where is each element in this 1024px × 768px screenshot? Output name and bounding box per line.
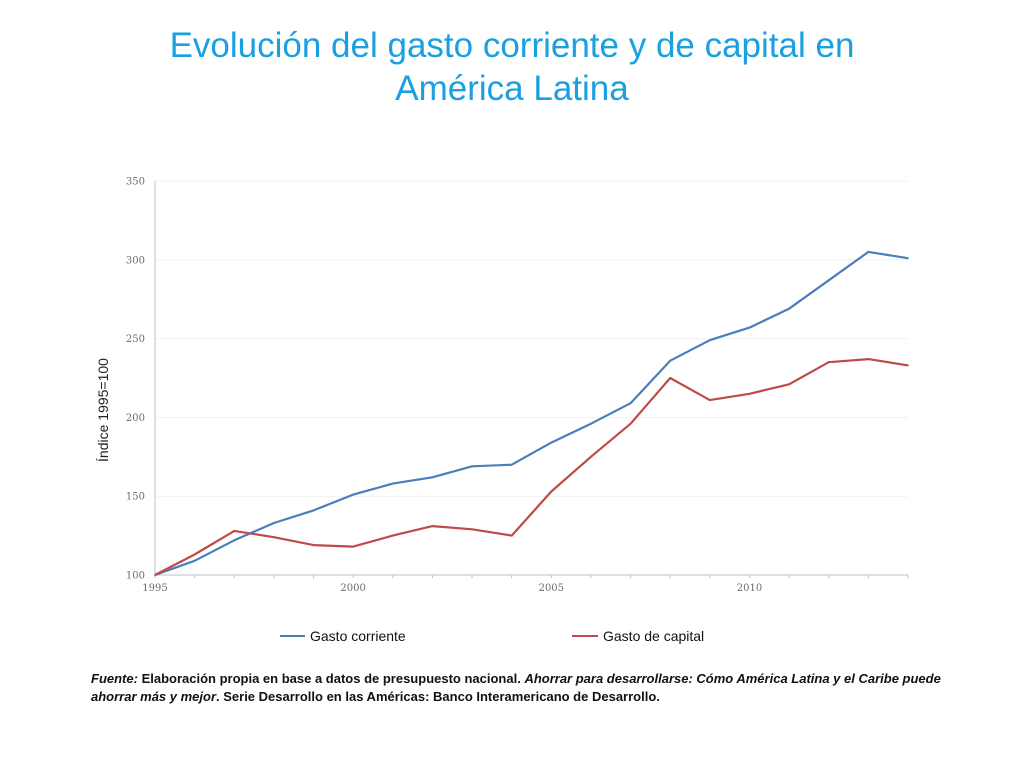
data-point-gasto-capital-2005: [550, 490, 553, 493]
data-point-gasto-capital-1996: [193, 553, 196, 556]
data-point-gasto-corriente-2006: [590, 422, 592, 425]
y-axis-ticks: 100 150 200 250 300 350: [126, 177, 145, 582]
data-point-gasto-corriente-2003: [471, 465, 473, 468]
data-point-gasto-corriente-2004: [510, 463, 513, 466]
data-point-gasto-capital-2014: [907, 364, 909, 367]
line-chart: 100 150 200 250 300 350 1995 2000 2005 2010 Índi…: [95, 177, 909, 644]
data-point-gasto-corriente-2002: [431, 476, 434, 479]
data-point-gasto-capital-2012: [827, 361, 830, 364]
data-point-gasto-corriente-2001: [391, 482, 394, 485]
y-tick-label-350: 350: [126, 177, 145, 188]
data-point-gasto-capital-2007: [629, 422, 632, 425]
source-label: Fuente:: [91, 671, 138, 686]
data-point-gasto-capital-2010: [748, 392, 751, 395]
data-point-gasto-corriente-2014: [907, 257, 909, 260]
data-point-gasto-capital-1997: [233, 530, 236, 532]
x-tick-label-2010: 2010: [737, 583, 762, 594]
slide-title: Evolución del gasto corriente y de capit…: [60, 24, 964, 110]
data-point-gasto-corriente-1997: [233, 539, 236, 542]
slide-title-line-1: Evolución del gasto corriente y de capit…: [169, 26, 855, 65]
source-text-1: Elaboración propia en base a datos de pr…: [137, 671, 525, 686]
series-line-gasto-corriente: [154, 250, 909, 577]
legend-label-gasto-corriente: Gasto corriente: [310, 628, 406, 644]
data-point-gasto-corriente-1996: [193, 560, 196, 562]
y-tick-label-200: 200: [126, 413, 145, 424]
chart-grid: [155, 180, 908, 497]
data-point-gasto-corriente-2005: [550, 441, 553, 444]
chart-series: [154, 250, 909, 577]
x-tick-label-1995: 1995: [142, 583, 167, 594]
data-point-gasto-capital-2004: [510, 534, 513, 537]
data-point-gasto-corriente-1998: [273, 522, 275, 524]
data-point-gasto-corriente-2008: [669, 359, 672, 362]
chart-legend: Gasto corriente Gasto de capital: [280, 628, 704, 644]
data-point-gasto-capital-2006: [590, 456, 592, 458]
slide-title-line-2: América Latina: [395, 69, 629, 108]
legend-label-gasto-capital: Gasto de capital: [603, 628, 704, 644]
data-point-gasto-corriente-1999: [312, 509, 315, 512]
data-point-gasto-capital-1998: [273, 536, 275, 538]
chart-axes: [154, 181, 908, 576]
y-axis-label: Índice 1995=100: [95, 358, 111, 462]
y-tick-label-250: 250: [126, 334, 145, 345]
data-point-gasto-capital-2001: [391, 534, 394, 537]
data-point-gasto-corriente-2000: [352, 493, 354, 496]
data-point-gasto-capital-1995: [154, 574, 156, 576]
data-point-gasto-capital-2002: [431, 525, 434, 527]
data-point-gasto-corriente-2012: [827, 279, 830, 282]
data-point-gasto-corriente-2011: [788, 307, 790, 310]
data-point-gasto-corriente-2010: [748, 326, 751, 329]
source-note: Fuente: Elaboración propia en base a dat…: [91, 670, 941, 706]
data-point-gasto-capital-2003: [471, 528, 473, 531]
source-italic-title: Ahorrar para desarrollarse: Cómo América…: [91, 671, 941, 704]
data-point-gasto-corriente-2009: [709, 339, 711, 341]
data-point-gasto-corriente-2007: [629, 402, 632, 405]
x-axis-ticks: 1995 2000 2005 2010: [142, 575, 909, 594]
data-point-gasto-capital-2011: [788, 383, 790, 386]
series-line-gasto-capital: [154, 358, 909, 576]
y-tick-label-300: 300: [126, 255, 145, 266]
data-point-gasto-capital-2000: [352, 545, 354, 548]
data-point-gasto-capital-2009: [709, 399, 711, 401]
data-point-gasto-capital-1999: [312, 544, 315, 546]
data-point-gasto-capital-2013: [867, 358, 870, 360]
y-tick-label-100: 100: [126, 571, 145, 582]
data-point-gasto-corriente-2013: [867, 251, 870, 253]
source-text-2: . Serie Desarrollo en las Américas: Banc…: [216, 689, 660, 704]
data-point-gasto-capital-2008: [669, 377, 672, 379]
x-tick-label-2000: 2000: [340, 583, 365, 594]
y-tick-label-150: 150: [126, 492, 145, 503]
x-tick-label-2005: 2005: [539, 583, 564, 594]
